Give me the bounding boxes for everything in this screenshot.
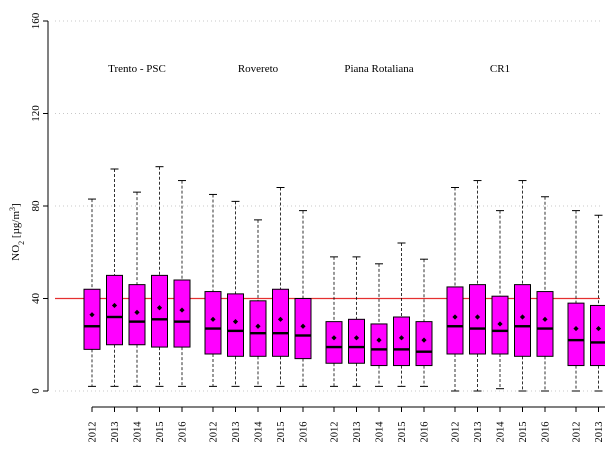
x-tick-label: 2016	[178, 422, 189, 443]
box-iqr	[568, 303, 584, 365]
box-iqr	[228, 294, 244, 356]
station-label: CR1	[490, 63, 510, 75]
box-iqr	[416, 322, 432, 366]
y-tick-label: 160	[30, 12, 42, 29]
x-tick-label: 2013	[594, 422, 605, 443]
y-tick-label: 80	[30, 200, 42, 212]
x-tick-label: 2015	[518, 422, 529, 443]
x-tick-label: 2014	[254, 421, 265, 443]
x-tick-label: 2016	[299, 422, 310, 443]
y-axis-title: NO2 [µg/m3]	[8, 203, 26, 260]
box-iqr	[371, 324, 387, 366]
x-tick-label: 2016	[541, 422, 552, 443]
x-tick-label: 2014	[375, 421, 386, 443]
x-tick-label: 2015	[155, 422, 166, 443]
station-label: Rovereto	[238, 63, 279, 75]
box-iqr	[349, 319, 365, 363]
box-iqr	[205, 292, 221, 354]
x-tick-label: 2013	[110, 422, 121, 443]
x-tick-label: 2013	[231, 422, 242, 443]
box-iqr	[107, 275, 123, 344]
axes: 0 40 80 120 160 2012 2013 2014 2015 2016 2012 2013 2…	[30, 12, 605, 442]
x-tick-label: 2012	[88, 422, 99, 443]
x-tick-label: 2012	[209, 422, 220, 443]
box-iqr	[515, 285, 531, 357]
x-tick-label: 2015	[276, 422, 287, 443]
x-tick-label: 2016	[420, 422, 431, 443]
x-tick-label: 2015	[397, 422, 408, 443]
box-iqr	[84, 289, 100, 349]
x-tick-label: 2013	[352, 422, 363, 443]
y-tick-label: 120	[30, 105, 42, 122]
x-tick-label: 2013	[473, 422, 484, 443]
x-tick-label: 2012	[572, 422, 583, 443]
box-iqr	[326, 322, 342, 364]
station-label: Trento - PSC	[108, 63, 166, 75]
box-iqr	[447, 287, 463, 354]
boxes-layer	[84, 167, 605, 394]
box-iqr	[591, 305, 605, 365]
y-tick-label: 40	[30, 293, 42, 305]
x-tick-label: 2012	[451, 422, 462, 443]
box-iqr	[273, 289, 289, 356]
x-tick-label: 2014	[133, 421, 144, 443]
x-tick-label: 2012	[330, 422, 341, 443]
box-iqr	[152, 275, 168, 347]
box-iqr	[537, 292, 553, 357]
station-label: Piana Rotaliana	[344, 63, 413, 75]
box-iqr	[174, 280, 190, 347]
y-tick-label: 0	[30, 388, 42, 394]
x-tick-label: 2014	[496, 421, 507, 443]
box-iqr	[394, 317, 410, 366]
